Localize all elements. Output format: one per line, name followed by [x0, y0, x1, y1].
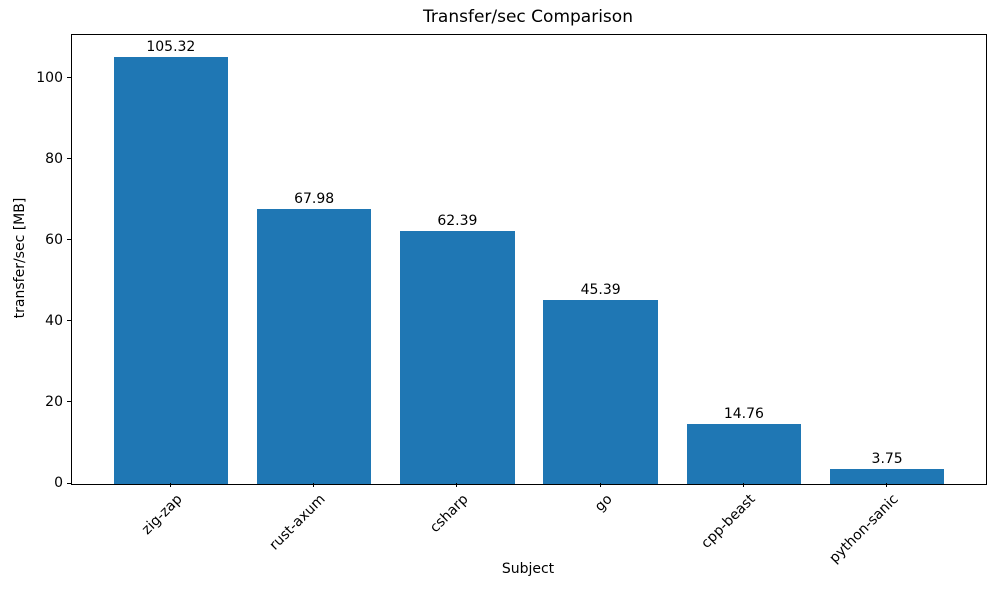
- x-tick-mark: [169, 483, 171, 487]
- y-tick-mark: [67, 239, 71, 241]
- x-tick-mark: [599, 483, 601, 487]
- y-tick-mark: [67, 320, 71, 322]
- plot-area: 105.32 67.98 62.39 45.39 14.76 3.75: [71, 34, 987, 485]
- bar-zig-zap: [113, 57, 229, 484]
- y-tick-label: 20: [45, 393, 63, 410]
- chart-title: Transfer/sec Comparison: [423, 7, 633, 27]
- x-tick-mark: [313, 483, 315, 487]
- y-tick-mark: [67, 77, 71, 79]
- bar-rust-axum: [256, 208, 372, 484]
- x-tick-mark: [742, 483, 744, 487]
- y-tick-label: 80: [45, 150, 63, 167]
- bar-csharp: [400, 231, 515, 484]
- x-tick-label: csharp: [427, 491, 472, 536]
- bar-value-label: 3.75: [871, 450, 903, 467]
- bar-value-label: 62.39: [437, 213, 478, 230]
- y-axis-label: transfer/sec [MB]: [12, 197, 28, 319]
- bar-value-label: 14.76: [723, 406, 764, 423]
- bar-value-label: 67.98: [294, 190, 335, 207]
- y-tick-mark: [67, 401, 71, 403]
- bar-python-sanic: [829, 468, 945, 484]
- x-axis-label: Subject: [501, 561, 555, 577]
- y-tick-mark: [67, 482, 71, 484]
- bar-cpp-beast: [686, 424, 802, 484]
- y-tick-label: 0: [54, 475, 63, 491]
- bar-go: [543, 300, 658, 484]
- x-tick-label: cpp-beast: [698, 491, 759, 552]
- x-tick-mark: [456, 483, 458, 487]
- x-tick-label: zig-zap: [138, 491, 186, 538]
- bar-value-label: 45.39: [580, 282, 621, 299]
- x-tick-label: go: [591, 491, 616, 515]
- y-tick-label: 100: [36, 69, 63, 86]
- x-tick-label: rust-axum: [266, 491, 329, 554]
- y-tick-label: 40: [45, 312, 63, 329]
- x-tick-mark: [886, 483, 888, 487]
- x-tick-label: python-sanic: [826, 491, 902, 567]
- y-tick-label: 60: [45, 231, 63, 248]
- y-tick-mark: [67, 158, 71, 160]
- bar-value-label: 105.32: [146, 39, 196, 56]
